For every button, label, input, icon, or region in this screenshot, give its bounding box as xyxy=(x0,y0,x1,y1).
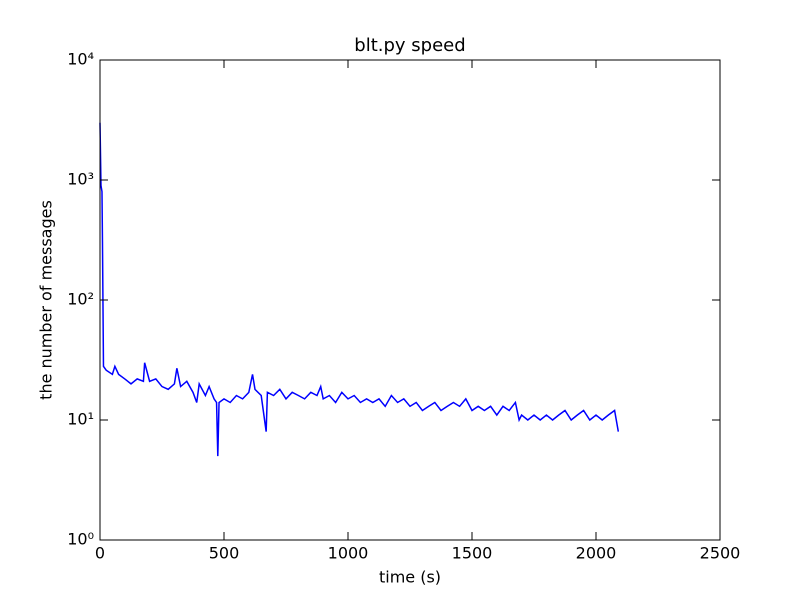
y-axis-label: the number of messages xyxy=(37,200,56,400)
x-tick-label: 0 xyxy=(95,544,105,563)
x-axis-label: time (s) xyxy=(379,568,441,587)
data-line xyxy=(99,122,620,457)
x-tick-label: 1500 xyxy=(452,544,493,563)
y-tick-label: 10⁴ xyxy=(67,50,94,69)
y-tick-label: 10³ xyxy=(67,170,94,189)
y-tick-label: 10⁰ xyxy=(67,530,94,549)
chart-title: blt.py speed xyxy=(354,35,465,56)
x-tick-label: 2500 xyxy=(700,544,741,563)
x-tick-label: 1000 xyxy=(328,544,369,563)
y-tick-label: 10¹ xyxy=(67,410,94,429)
plot-frame xyxy=(99,59,721,541)
y-tick-label: 10² xyxy=(67,290,94,309)
x-tick-label: 500 xyxy=(209,544,240,563)
x-tick-label: 2000 xyxy=(576,544,617,563)
